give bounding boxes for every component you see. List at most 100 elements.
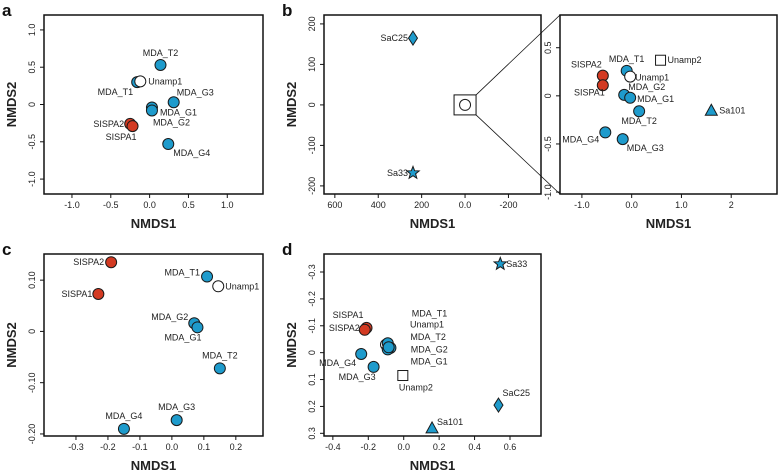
point-label-mda-t2: MDA_T2 — [143, 48, 179, 58]
point-unamp2-square-marker — [655, 54, 667, 66]
point-mda-g4-circle-marker — [117, 422, 130, 435]
y-tick-label: -200 — [307, 177, 317, 195]
point-mda-g3-circle-marker — [167, 96, 180, 109]
x-tick-label: -0.2 — [361, 442, 377, 452]
point-label-mda-t1: MDA_T1 — [98, 87, 134, 97]
y-tick-label: 100 — [307, 57, 317, 72]
point-label-mda-g1: MDA_G1 — [411, 356, 448, 366]
y-tick-label: 0.10 — [27, 271, 37, 289]
point-label-mda-g4: MDA_G4 — [173, 148, 210, 158]
x-axis-label: NMDS1 — [131, 216, 177, 231]
point-label-unamp1: Unamp1 — [148, 76, 182, 86]
point-sac25-diamond-marker — [407, 30, 419, 47]
point-label-mda-t1: MDA_T1 — [609, 54, 645, 64]
x-tick-label: 2 — [729, 200, 734, 210]
point-label-mda-g3: MDA_G3 — [627, 143, 664, 153]
panel-a: -1.0 -0.5 0.0 0.5 1.0 -1.0 -0.5 0 0.5 1.0 NMDS1 NMD… — [4, 14, 264, 231]
point-sispa1-circle-marker — [596, 79, 609, 92]
x-tick-label: 0.0 — [459, 200, 472, 210]
point-label-sa33: Sa33 — [387, 168, 408, 178]
point-mda-t2-circle-marker — [154, 58, 167, 71]
x-tick-label: 600 — [327, 200, 342, 210]
y-tick-label: -0.5 — [543, 136, 553, 152]
point-mda-g2-circle-marker — [145, 104, 158, 117]
y-tick-label: 0.5 — [27, 61, 37, 74]
point-label-mda-t2: MDA_T2 — [202, 350, 238, 360]
x-tick-label: -0.3 — [68, 442, 84, 452]
point-sispa2-circle-marker — [105, 256, 118, 269]
y-tick-label: -0.5 — [27, 134, 37, 150]
x-tick-label: -0.5 — [103, 200, 119, 210]
point-sa33-star-marker — [405, 165, 421, 180]
point-cluster-circle-marker — [459, 98, 472, 111]
x-tick-label: 0.2 — [433, 442, 446, 452]
x-axis-label: NMDS1 — [410, 216, 456, 231]
point-label-unamp1: Unamp1 — [635, 73, 669, 83]
point-label-sa101: Sa101 — [437, 417, 463, 427]
point-label-mda-t1: MDA_T1 — [165, 268, 201, 278]
point-mda-g3-circle-marker — [170, 414, 183, 427]
point-mda-t2-circle-marker — [633, 105, 646, 118]
y-tick-label: -0.2 — [307, 291, 317, 307]
point-label-mda-g3: MDA_G3 — [339, 372, 376, 382]
point-label-mda-g1: MDA_G1 — [637, 94, 674, 104]
point-label-mda-g2: MDA_G2 — [151, 312, 188, 322]
point-label-mda-g4: MDA_G4 — [105, 411, 142, 421]
point-label-mda-g3: MDA_G3 — [177, 87, 214, 97]
y-tick-label: 0.1 — [307, 373, 317, 386]
x-tick-label: -0.2 — [100, 442, 116, 452]
x-tick-label: 0.0 — [625, 200, 638, 210]
plot-frame — [323, 14, 542, 195]
point-unamp1-circle-marker — [212, 280, 225, 293]
panel-letter-a: a — [2, 1, 12, 20]
panel-letter-c: c — [2, 240, 11, 259]
point-label-unamp2: Unamp2 — [399, 383, 433, 393]
y-tick-label: 1.0 — [27, 24, 37, 37]
point-sispa2-circle-marker — [358, 323, 371, 336]
point-label-sispa2: SISPA2 — [329, 323, 360, 333]
point-label-sac25: SaC25 — [380, 33, 408, 43]
point-mda-g4-circle-marker — [355, 348, 368, 361]
point-unamp1-circle-marker — [134, 75, 147, 88]
x-axis-label: NMDS1 — [410, 458, 456, 470]
point-mda-g1-circle-marker — [624, 91, 637, 104]
point-sispa1-circle-marker — [126, 120, 139, 133]
point-mda-t2-circle-marker — [213, 362, 226, 375]
panel-d: -0.4 -0.2 0.0 0.2 0.4 0.6 0.3 0.2 0.1 0 -0.1 -0.2 -0… — [284, 253, 542, 470]
point-mda-t1-circle-marker — [201, 270, 214, 283]
panel-b-inset: -1.0 0.0 1.0 2 -1.0 -0.5 0 0.5 NMDS1 SISPA2 SISPA1… — [543, 14, 778, 231]
point-label-sac25: SaC25 — [502, 388, 530, 398]
x-tick-label: 0.0 — [166, 442, 179, 452]
point-label-mda-g4: MDA_G4 — [319, 358, 356, 368]
panel-letter-b: b — [282, 1, 292, 20]
point-label-mda-g2: MDA_G2 — [411, 344, 448, 354]
zoom-region-box — [453, 94, 477, 116]
x-tick-label: 0.4 — [468, 442, 481, 452]
point-label-mda-t2: MDA_T2 — [621, 116, 657, 126]
y-tick-label: 0 — [27, 329, 37, 334]
x-tick-label: -0.4 — [325, 442, 341, 452]
y-tick-label: 0 — [307, 350, 317, 355]
x-tick-label: 400 — [371, 200, 386, 210]
point-sac25-diamond-marker — [493, 397, 504, 414]
y-tick-label: -0.3 — [307, 264, 317, 280]
point-label-mda-g2: MDA_G2 — [153, 117, 190, 127]
y-axis-label: NMDS2 — [4, 82, 19, 128]
y-tick-label: 0.5 — [543, 41, 553, 54]
y-tick-label: 0.3 — [307, 427, 317, 440]
x-tick-label: -1.0 — [64, 200, 80, 210]
x-tick-label: -1.0 — [574, 200, 590, 210]
point-mda-g1-circle-marker — [191, 321, 204, 334]
point-mda-g3-circle-marker — [367, 360, 380, 373]
x-axis-label: NMDS1 — [131, 458, 177, 470]
zoom-connector-line — [475, 14, 561, 96]
point-label-mda-g2: MDA_G2 — [628, 82, 665, 92]
x-tick-label: 1.0 — [221, 200, 234, 210]
point-label-mda-g3: MDA_G3 — [158, 402, 195, 412]
point-label-sispa1: SISPA1 — [574, 87, 605, 97]
x-tick-label: 0.0 — [397, 442, 410, 452]
point-label-sispa1: SISPA1 — [333, 310, 364, 320]
point-label-mda-g1: MDA_G1 — [160, 107, 197, 117]
point-label-sa101: Sa101 — [719, 105, 745, 115]
